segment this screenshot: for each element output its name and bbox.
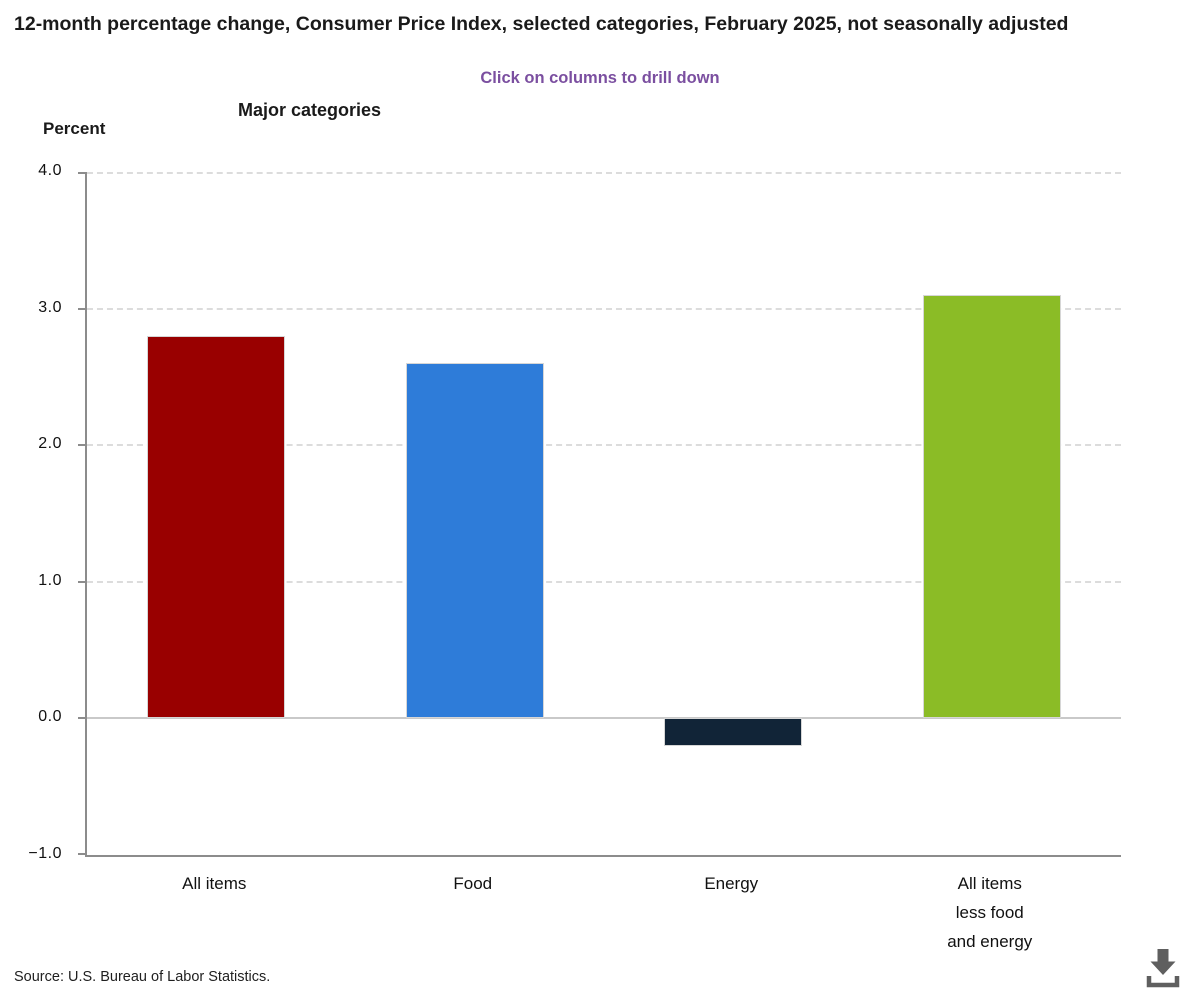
- x-tick-label-food: Food: [453, 874, 493, 893]
- axis-tick-mark: [78, 717, 85, 720]
- y-tick-label: 0.0: [38, 708, 62, 726]
- axis-tick-mark: [78, 444, 85, 447]
- grid-line: [87, 444, 1121, 447]
- download-button[interactable]: [1140, 944, 1186, 990]
- y-tick-label: 1.0: [38, 571, 62, 589]
- bar-all-items-less-food-and-energy[interactable]: [922, 294, 1061, 719]
- y-tick-label: 2.0: [38, 435, 62, 453]
- drilldown-hint: Click on columns to drill down: [480, 69, 720, 87]
- y-tick-label: 4.0: [38, 162, 62, 179]
- axis-tick-mark: [78, 853, 85, 855]
- bar-all-items[interactable]: [147, 335, 286, 719]
- x-axis-labels: All items Food Energy All items less food a…: [85, 869, 1121, 969]
- download-icon: [1146, 949, 1180, 988]
- y-axis-title: Percent: [43, 119, 106, 138]
- x-tick-label-all-items-less-food-and-energy: All items less food and energy: [947, 874, 1033, 951]
- source-note: Source: U.S. Bureau of Labor Statistics.: [14, 969, 271, 985]
- bar-food[interactable]: [405, 363, 544, 719]
- page-title: 12-month percentage change, Consumer Pri…: [14, 13, 1069, 35]
- chart-group-title: Major categories: [238, 100, 382, 120]
- grid-line: [87, 172, 1121, 174]
- x-tick-label-energy: Energy: [704, 874, 759, 893]
- grid-line: [87, 307, 1121, 310]
- grid-line: [87, 580, 1121, 583]
- y-tick-label: 3.0: [38, 298, 62, 316]
- axis-tick-mark: [78, 580, 85, 583]
- zero-line: [87, 717, 1121, 720]
- plot-area: [78, 172, 1121, 857]
- x-tick-label-all-items: All items: [182, 874, 247, 893]
- y-axis-labels: 4.0 3.0 2.0 1.0 0.0 −1.0: [0, 162, 62, 862]
- bar-energy[interactable]: [664, 718, 803, 746]
- axis-tick-mark: [78, 172, 85, 174]
- axis-tick-mark: [78, 307, 85, 310]
- y-tick-label: −1.0: [28, 845, 62, 862]
